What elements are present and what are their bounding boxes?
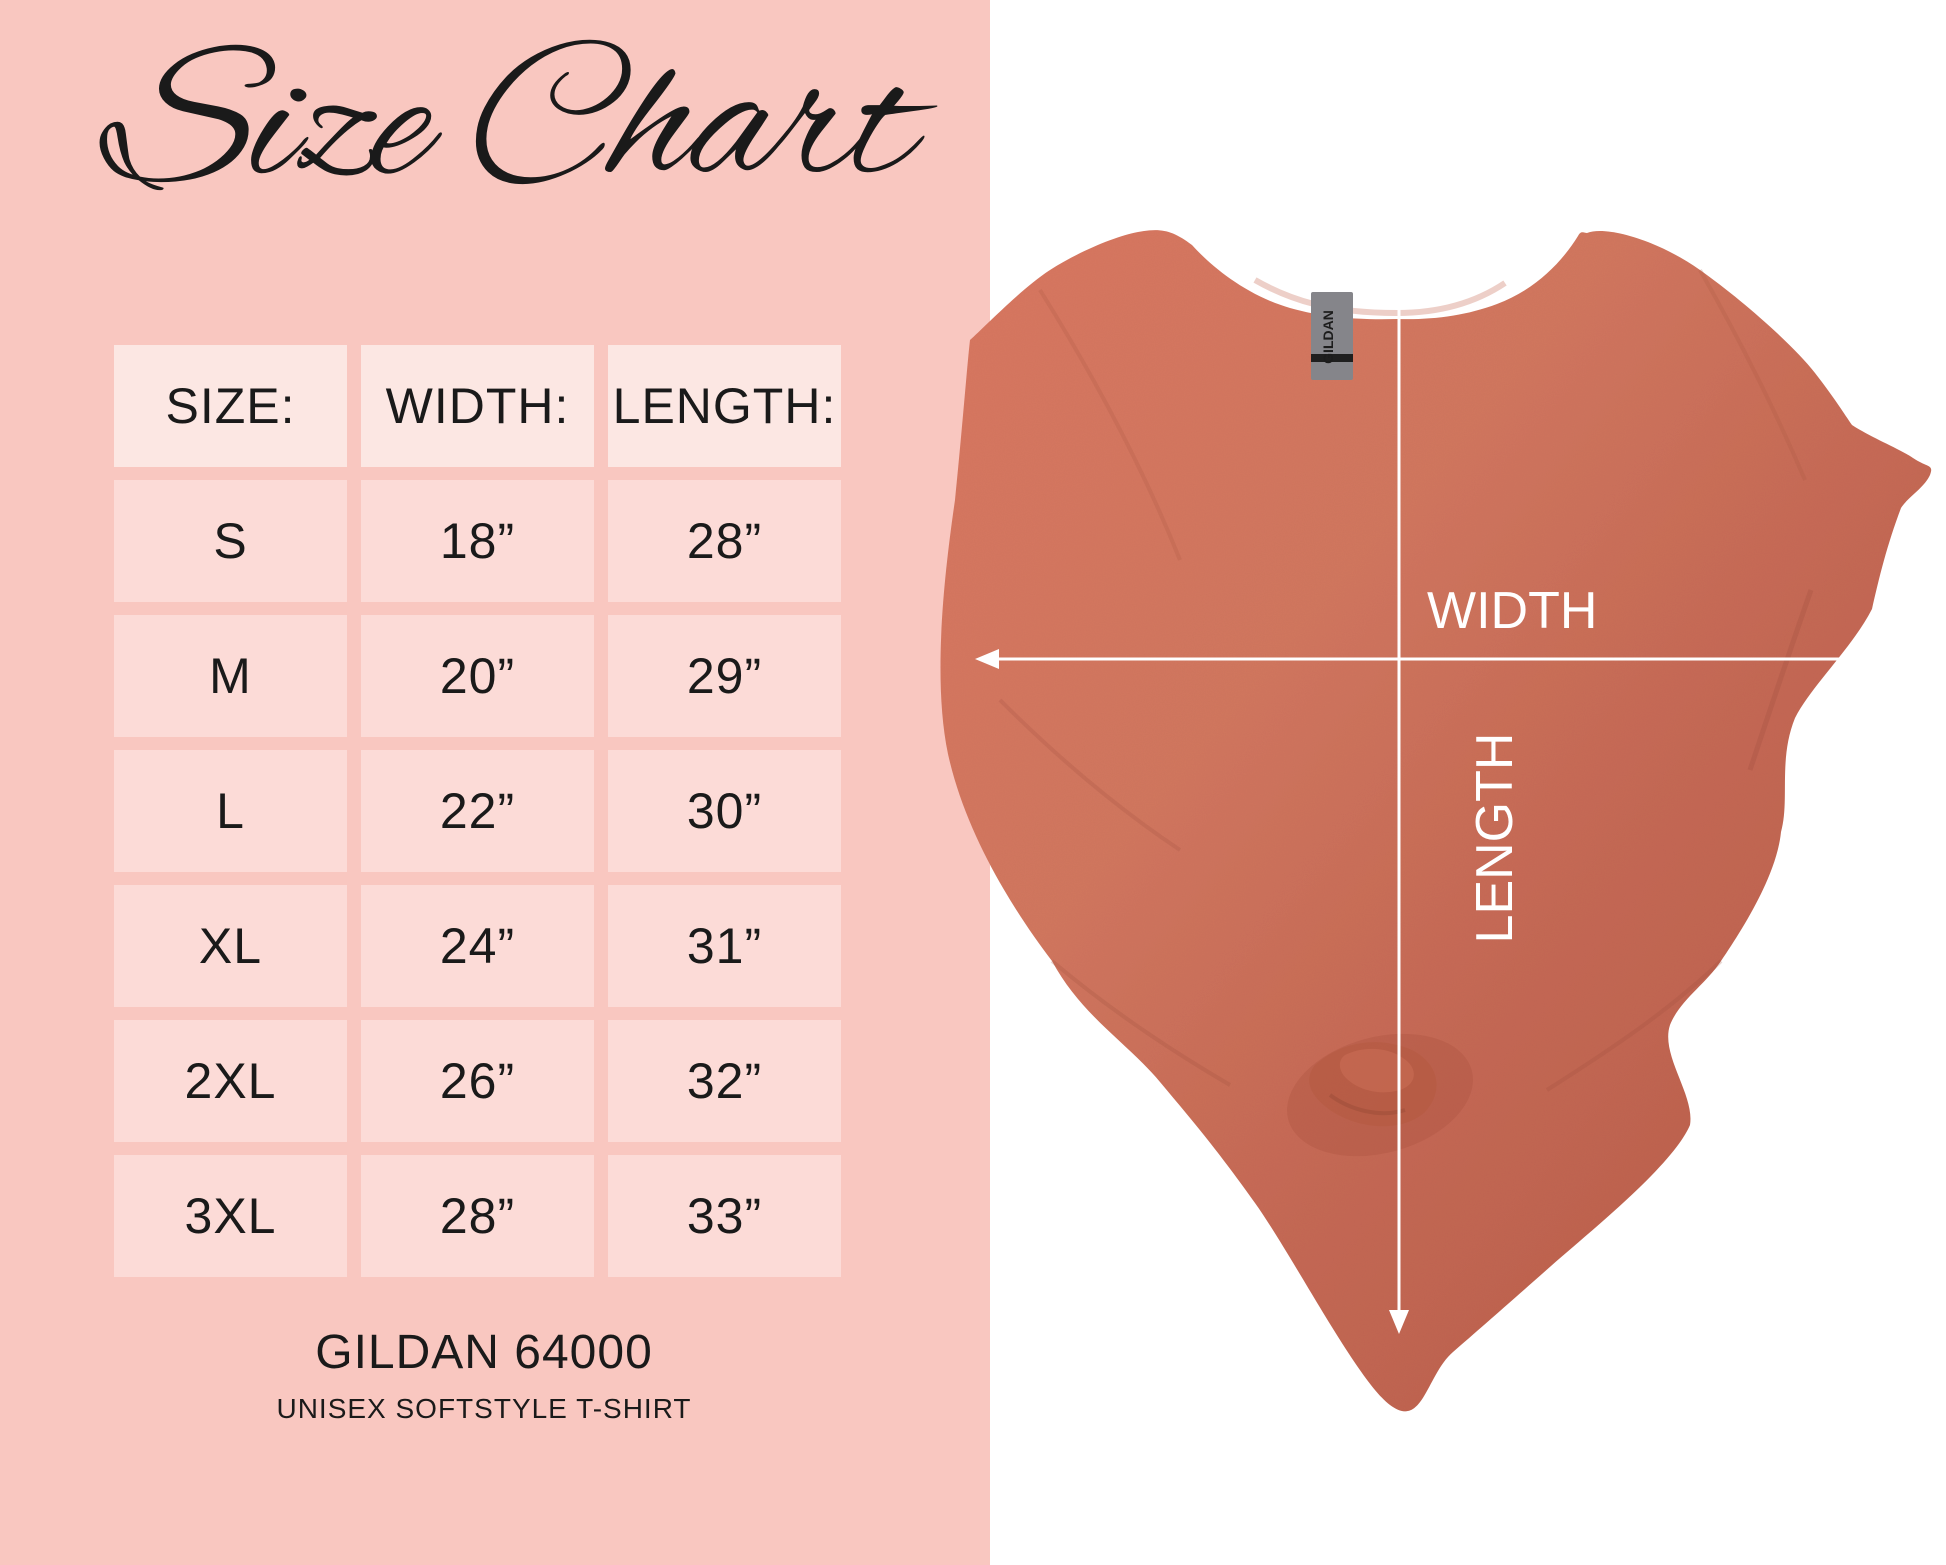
svg-text:LENGTH: LENGTH <box>1466 733 1524 944</box>
svg-text:WIDTH: WIDTH <box>1427 582 1597 640</box>
svg-text:GILDAN: GILDAN <box>1320 310 1336 364</box>
